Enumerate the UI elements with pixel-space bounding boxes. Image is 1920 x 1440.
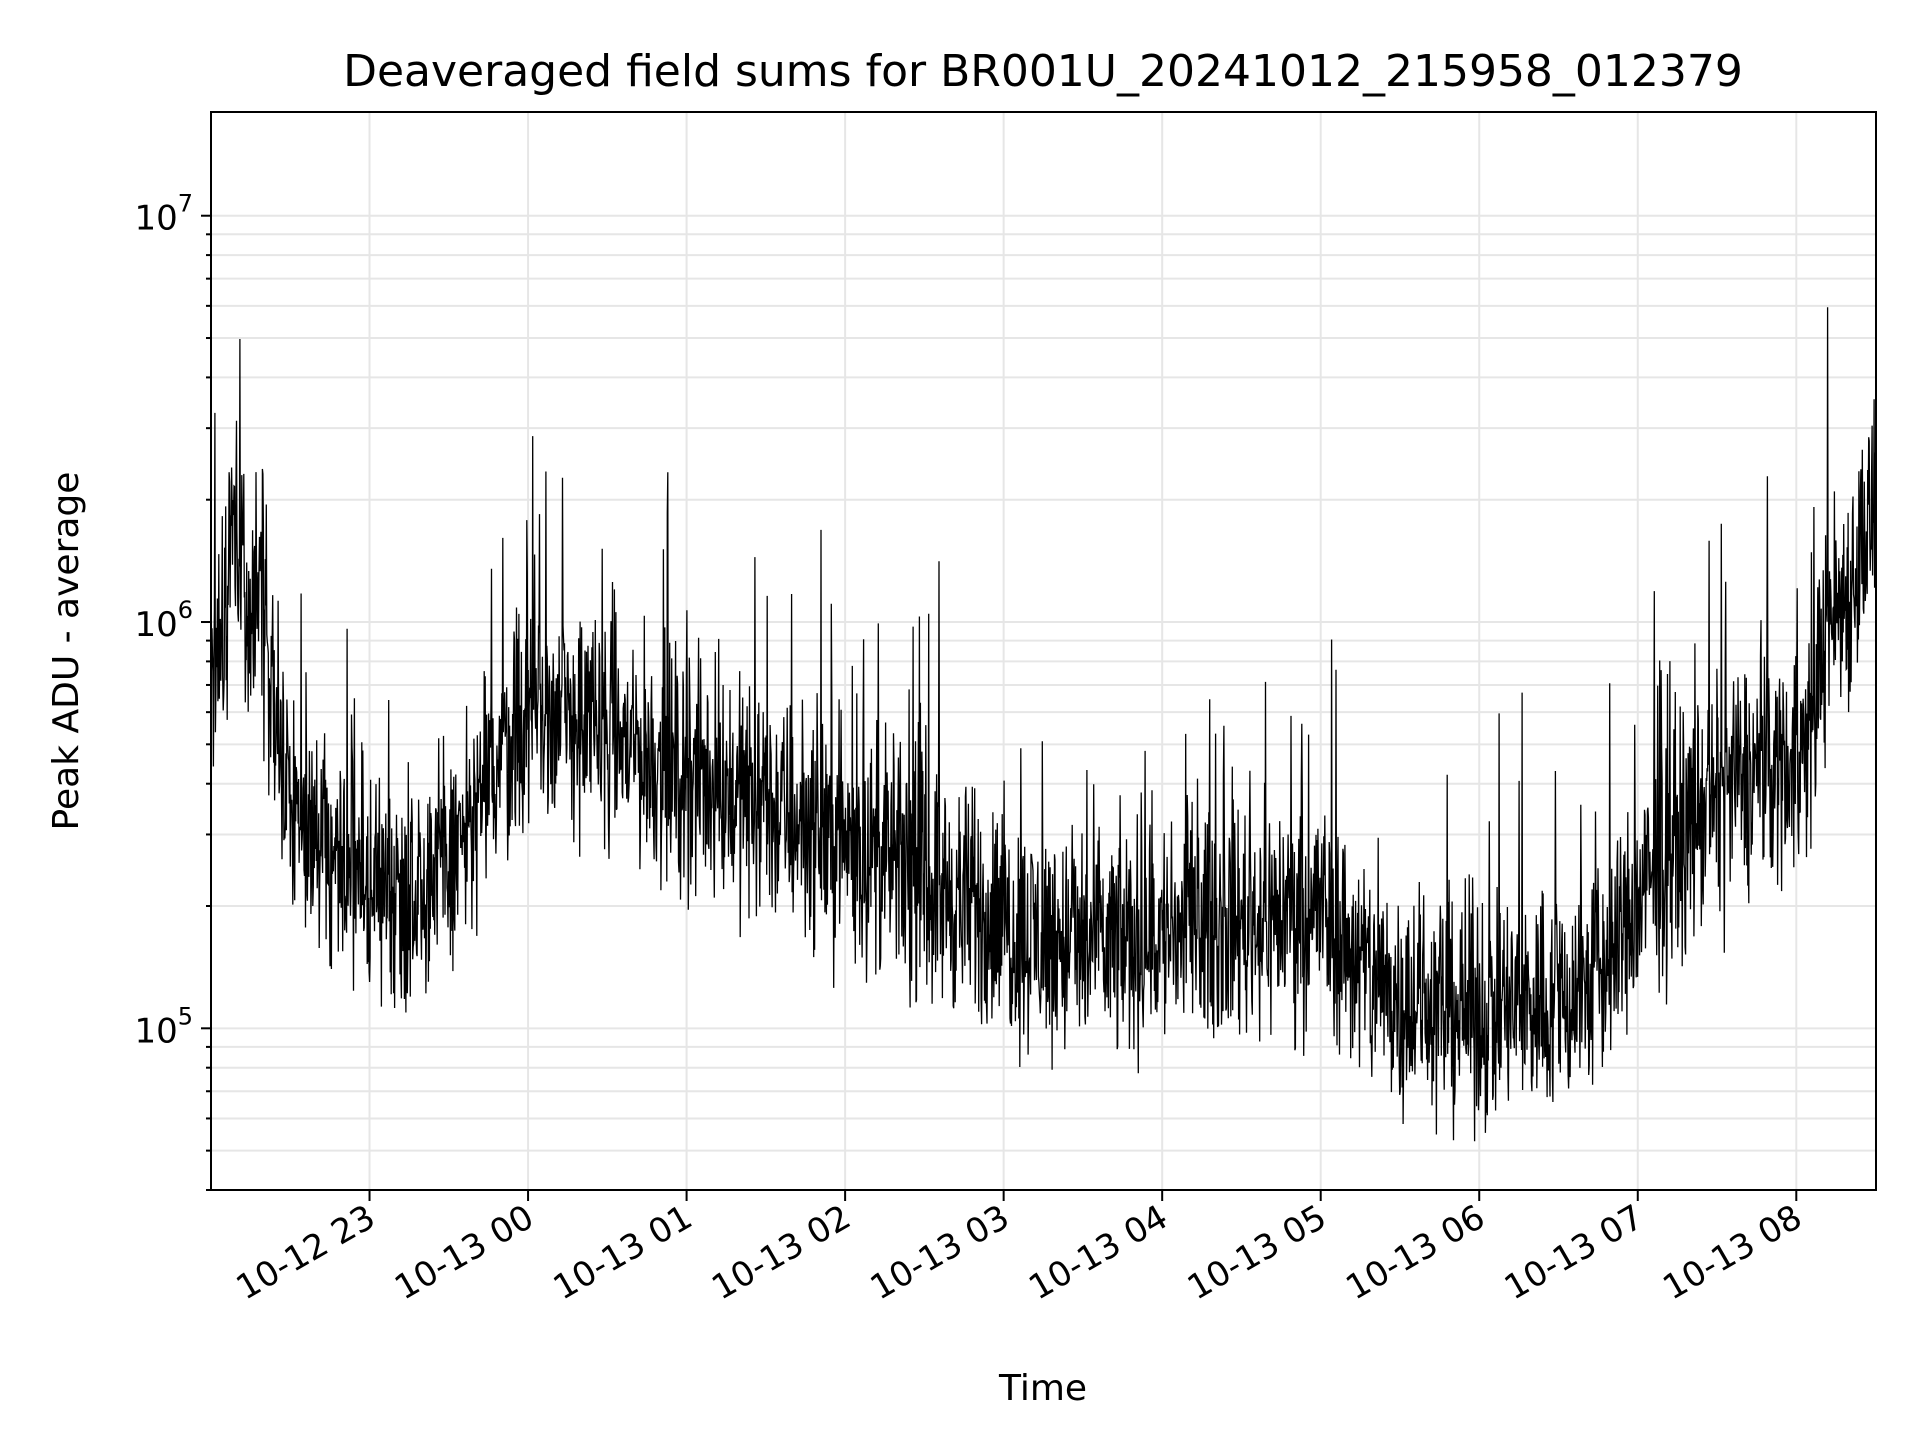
grid [211,112,1876,1191]
chart-title: Deaveraged field sums for BR001U_2024101… [343,46,1743,97]
plot-area [210,307,1877,1142]
y-tick-label: 106 [134,596,193,645]
x-axis-label: Time [998,1368,1087,1409]
y-axis-label: Peak ADU - average [46,472,87,831]
plot-frame [210,111,1877,1191]
y-axis-ticks: 105 106 107 [134,190,211,1191]
y-tick-label: 105 [134,1002,193,1051]
y-tick-label: 107 [134,190,193,239]
series-line [210,307,1877,1142]
